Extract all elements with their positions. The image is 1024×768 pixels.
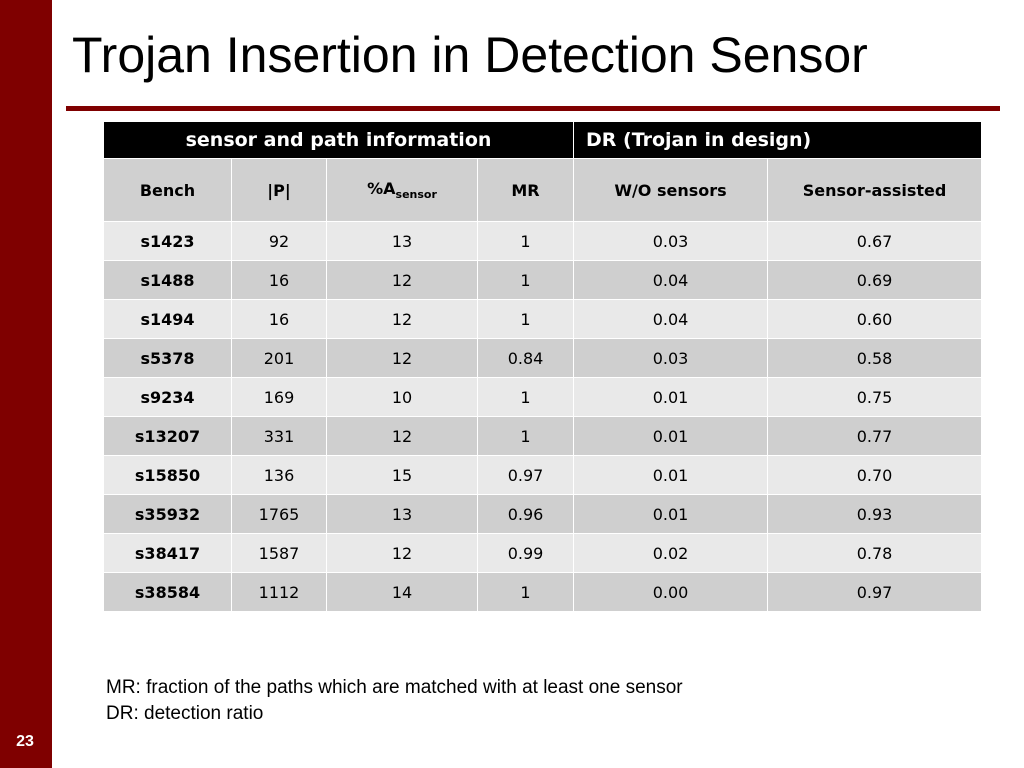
table-row: s13207 331 12 1 0.01 0.77	[103, 416, 982, 456]
cell-dr-without-sensors: 0.00	[573, 572, 768, 612]
cell-area-overhead: 10	[326, 377, 478, 417]
column-header-bench: Bench	[103, 158, 232, 222]
cell-area-overhead: 12	[326, 416, 478, 456]
cell-area-overhead: 14	[326, 572, 478, 612]
table-row: s1488 16 12 1 0.04 0.69	[103, 260, 982, 300]
cell-path-count: 1112	[231, 572, 327, 612]
cell-dr-sensor-assisted: 0.78	[767, 533, 982, 573]
cell-dr-sensor-assisted: 0.70	[767, 455, 982, 495]
column-header-row: Bench |P| %Asensor MR W/O sensors Sensor…	[103, 158, 982, 222]
cell-bench: s35932	[103, 494, 232, 534]
cell-dr-without-sensors: 0.01	[573, 494, 768, 534]
footnotes: MR: fraction of the paths which are matc…	[106, 675, 683, 727]
table-row: s15850 136 15 0.97 0.01 0.70	[103, 455, 982, 495]
cell-match-ratio: 1	[477, 221, 574, 261]
cell-dr-sensor-assisted: 0.97	[767, 572, 982, 612]
cell-match-ratio: 0.84	[477, 338, 574, 378]
cell-dr-sensor-assisted: 0.93	[767, 494, 982, 534]
cell-path-count: 331	[231, 416, 327, 456]
group-header-sensor-path-info: sensor and path information	[103, 121, 574, 159]
cell-dr-without-sensors: 0.02	[573, 533, 768, 573]
table-row: s35932 1765 13 0.96 0.01 0.93	[103, 494, 982, 534]
cell-path-count: 16	[231, 260, 327, 300]
table-row: s38584 1112 14 1 0.00 0.97	[103, 572, 982, 612]
cell-area-overhead: 13	[326, 494, 478, 534]
slide-number: 23	[16, 733, 34, 750]
cell-match-ratio: 0.97	[477, 455, 574, 495]
cell-match-ratio: 1	[477, 377, 574, 417]
title-divider	[66, 106, 1000, 111]
cell-dr-without-sensors: 0.04	[573, 299, 768, 339]
cell-path-count: 92	[231, 221, 327, 261]
cell-dr-without-sensors: 0.04	[573, 260, 768, 300]
cell-bench: s13207	[103, 416, 232, 456]
cell-match-ratio: 1	[477, 260, 574, 300]
cell-path-count: 16	[231, 299, 327, 339]
cell-bench: s1423	[103, 221, 232, 261]
cell-path-count: 136	[231, 455, 327, 495]
cell-area-overhead: 12	[326, 533, 478, 573]
cell-area-overhead: 13	[326, 221, 478, 261]
cell-bench: s38584	[103, 572, 232, 612]
cell-path-count: 201	[231, 338, 327, 378]
cell-area-overhead: 12	[326, 338, 478, 378]
slide-side-bar	[0, 0, 52, 768]
cell-match-ratio: 0.96	[477, 494, 574, 534]
column-header-without-sensors: W/O sensors	[573, 158, 768, 222]
table-row: s5378 201 12 0.84 0.03 0.58	[103, 338, 982, 378]
cell-bench: s5378	[103, 338, 232, 378]
area-overhead-label: %A	[367, 179, 396, 198]
slide-title: Trojan Insertion in Detection Sensor	[72, 27, 868, 83]
cell-match-ratio: 0.99	[477, 533, 574, 573]
cell-match-ratio: 1	[477, 416, 574, 456]
column-header-area-overhead: %Asensor	[326, 158, 478, 222]
table-row: s9234 169 10 1 0.01 0.75	[103, 377, 982, 417]
cell-path-count: 169	[231, 377, 327, 417]
cell-area-overhead: 12	[326, 260, 478, 300]
cell-bench: s38417	[103, 533, 232, 573]
cell-bench: s1494	[103, 299, 232, 339]
cell-dr-without-sensors: 0.03	[573, 221, 768, 261]
table-row: s38417 1587 12 0.99 0.02 0.78	[103, 533, 982, 573]
column-header-match-ratio: MR	[477, 158, 574, 222]
cell-match-ratio: 1	[477, 299, 574, 339]
cell-bench: s15850	[103, 455, 232, 495]
cell-area-overhead: 12	[326, 299, 478, 339]
cell-dr-without-sensors: 0.03	[573, 338, 768, 378]
area-overhead-subscript: sensor	[395, 188, 437, 201]
cell-area-overhead: 15	[326, 455, 478, 495]
cell-dr-sensor-assisted: 0.75	[767, 377, 982, 417]
group-header-detection-ratio: DR (Trojan in design)	[573, 121, 982, 159]
footnote-mr-definition: MR: fraction of the paths which are matc…	[106, 677, 683, 698]
cell-path-count: 1587	[231, 533, 327, 573]
cell-dr-sensor-assisted: 0.69	[767, 260, 982, 300]
cell-dr-without-sensors: 0.01	[573, 416, 768, 456]
cell-dr-without-sensors: 0.01	[573, 377, 768, 417]
column-header-sensor-assisted: Sensor-assisted	[767, 158, 982, 222]
cell-dr-sensor-assisted: 0.58	[767, 338, 982, 378]
column-header-path-count: |P|	[231, 158, 327, 222]
footnote-dr-definition: DR: detection ratio	[106, 703, 264, 724]
cell-bench: s1488	[103, 260, 232, 300]
cell-dr-sensor-assisted: 0.60	[767, 299, 982, 339]
table-row: s1494 16 12 1 0.04 0.60	[103, 299, 982, 339]
cell-match-ratio: 1	[477, 572, 574, 612]
group-header-row: sensor and path information DR (Trojan i…	[103, 121, 982, 159]
cell-dr-sensor-assisted: 0.77	[767, 416, 982, 456]
results-table: sensor and path information DR (Trojan i…	[103, 121, 982, 612]
cell-bench: s9234	[103, 377, 232, 417]
cell-dr-without-sensors: 0.01	[573, 455, 768, 495]
cell-path-count: 1765	[231, 494, 327, 534]
table-row: s1423 92 13 1 0.03 0.67	[103, 221, 982, 261]
cell-dr-sensor-assisted: 0.67	[767, 221, 982, 261]
